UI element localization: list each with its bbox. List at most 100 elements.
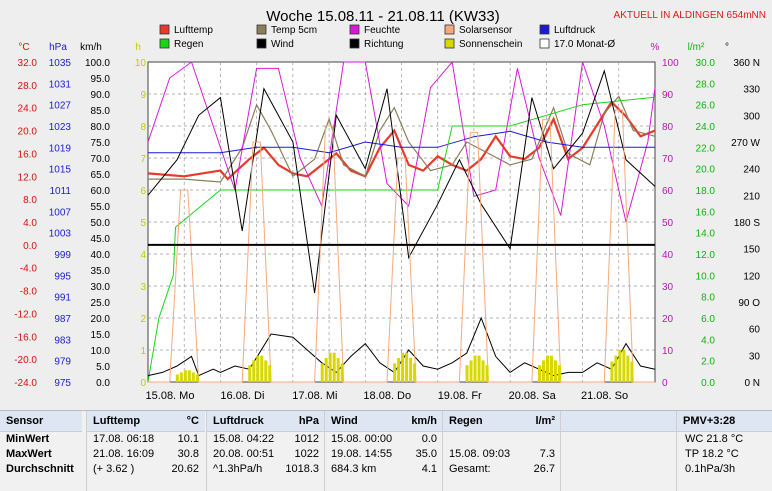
axis-tick-rain: 18.0 (696, 186, 716, 197)
axis-tick-humidity: 80 (662, 122, 674, 133)
sunshine-bar (256, 355, 260, 382)
axis-tick-wind: 95.0 (91, 74, 111, 85)
stats-col-regen: Regen l/m² 15.08. 09:03 7.3 Gesamt: 26.7 (442, 411, 561, 491)
axis-tick-sun: 5 (140, 218, 146, 229)
legend-label: Regen (174, 39, 203, 50)
col-unit: l/m² (535, 415, 555, 427)
sunshine-bar (413, 363, 417, 382)
axis-tick-humidity: 100 (662, 58, 679, 69)
sunshine-bar (541, 360, 545, 382)
sunshine-bar (618, 349, 622, 382)
axis-tick-wind: 25.0 (91, 298, 111, 309)
row-label: Durchschnitt (6, 463, 74, 475)
axis-tick-pressure: 995 (54, 271, 71, 282)
weather-week-chart: Woche 15.08.11 - 21.08.11 (KW33) AKTUELL… (14, 8, 766, 402)
axis-tick-wind: 45.0 (91, 234, 111, 245)
x-tick-label: 17.08. Mi (292, 390, 337, 402)
axis-tick-wind: 15.0 (91, 330, 111, 341)
axis-tick-rain: 2.0 (701, 357, 715, 368)
sunshine-bar (473, 355, 477, 382)
axis-tick-rain: 16.0 (696, 207, 716, 218)
cell: 15.08. 04:22 (213, 433, 275, 445)
axis-tick-direction: 0 N (744, 378, 760, 389)
sunshine-bar (401, 352, 405, 382)
cell-value: 30.8 (177, 448, 199, 460)
axis-tick-temp: 20.0 (18, 127, 38, 138)
axis-tick-direction: 30 (749, 351, 761, 362)
axis-tick-wind: 10.0 (91, 346, 111, 357)
axis-tick-rain: 12.0 (696, 250, 716, 261)
axis-tick-sun: 6 (140, 186, 146, 197)
data-series (147, 60, 656, 383)
axis-tick-humidity: 90 (662, 90, 674, 101)
sunshine-bar (610, 361, 614, 382)
legend-swatch (444, 24, 455, 35)
sunshine-bar (248, 365, 252, 382)
axis-tick-wind: 0.0 (96, 378, 110, 389)
legend-swatch (349, 24, 360, 35)
axis-tick-rain: 28.0 (696, 79, 716, 90)
axis-tick-rain: 22.0 (696, 143, 716, 154)
axis-tick-humidity: 70 (662, 154, 674, 165)
axis-tick-temp: 28.0 (18, 81, 38, 92)
sunshine-bar (336, 358, 340, 382)
sunshine-bar (187, 370, 191, 382)
axis-tick-wind: 20.0 (91, 314, 111, 325)
sunshine-bar (397, 358, 401, 382)
axis-unit-direction: ° (725, 42, 729, 53)
col-unit: km/h (411, 415, 437, 427)
axis-tick-temp: -24.0 (14, 378, 37, 389)
axis-tick-pressure: 1019 (49, 143, 72, 154)
axis-tick-pressure: 1011 (49, 186, 71, 197)
legend-swatch (159, 38, 170, 49)
cell: 19.08. 14:55 (331, 448, 393, 460)
series-lufttemp (147, 100, 656, 181)
axis-tick-sun: 4 (140, 250, 146, 261)
cell-value: 1022 (294, 448, 319, 460)
cell-value: 4.1 (421, 463, 437, 475)
axis-tick-humidity: 50 (662, 218, 674, 229)
legend-swatch (256, 38, 267, 49)
axis-tick-rain: 26.0 (696, 101, 716, 112)
axis-tick-sun: 1 (140, 346, 146, 357)
legend-swatch (539, 38, 550, 49)
axis-tick-temp: -8.0 (20, 287, 38, 298)
sunshine-bar (332, 352, 336, 382)
sunshine-bar (175, 374, 179, 382)
cell: Gesamt: (449, 463, 491, 475)
x-tick-label: 21.08. So (581, 390, 628, 402)
axis-tick-direction: 360 N (733, 58, 760, 69)
x-tick-label: 16.08. Di (220, 390, 264, 402)
stats-col-sensor: Sensor MinWert MaxWert Durchschnitt (0, 411, 82, 491)
axis-tick-pressure: 999 (54, 250, 71, 261)
axis-tick-rain: 6.0 (701, 314, 715, 325)
stats-col-lufttemp: Lufttemp °C 17.08. 06:18 10.1 21.08. 16:09… (86, 411, 205, 491)
col-header: Sensor (0, 411, 82, 432)
cell-value: 20.62 (171, 463, 199, 475)
axis-tick-humidity: 10 (662, 346, 674, 357)
axis-tick-wind: 55.0 (91, 202, 111, 213)
sunshine-bar (252, 360, 256, 382)
row-label: MaxWert (6, 448, 52, 460)
axis-tick-temp: 4.0 (23, 218, 37, 229)
axis-tick-sun: 7 (140, 154, 146, 165)
sunshine-bar (328, 352, 332, 382)
legend-label: Temp 5cm (271, 25, 317, 36)
axis-tick-wind: 90.0 (91, 90, 111, 101)
axis-tick-wind: 75.0 (91, 138, 111, 149)
cell-value: 0.0 (421, 433, 437, 445)
sunshine-bar (320, 363, 324, 382)
sunshine-bar (622, 349, 626, 382)
axis-tick-rain: 4.0 (701, 335, 715, 346)
col-header: PMV+3:28 (677, 411, 772, 432)
axis-unit-rain: l/m² (688, 42, 705, 53)
axis-tick-pressure: 1023 (49, 122, 72, 133)
col-header: Regen (449, 415, 483, 427)
legend-swatch (349, 38, 360, 49)
axis-tick-humidity: 20 (662, 314, 674, 325)
axis-tick-sun: 8 (140, 122, 146, 133)
legend: Lufttemp Temp 5cm Feuchte Solarsensor Luftdr… (159, 24, 615, 50)
legend-swatch (444, 38, 455, 49)
axis-tick-direction: 210 (743, 191, 760, 202)
axis-tick-temp: 24.0 (18, 104, 38, 115)
